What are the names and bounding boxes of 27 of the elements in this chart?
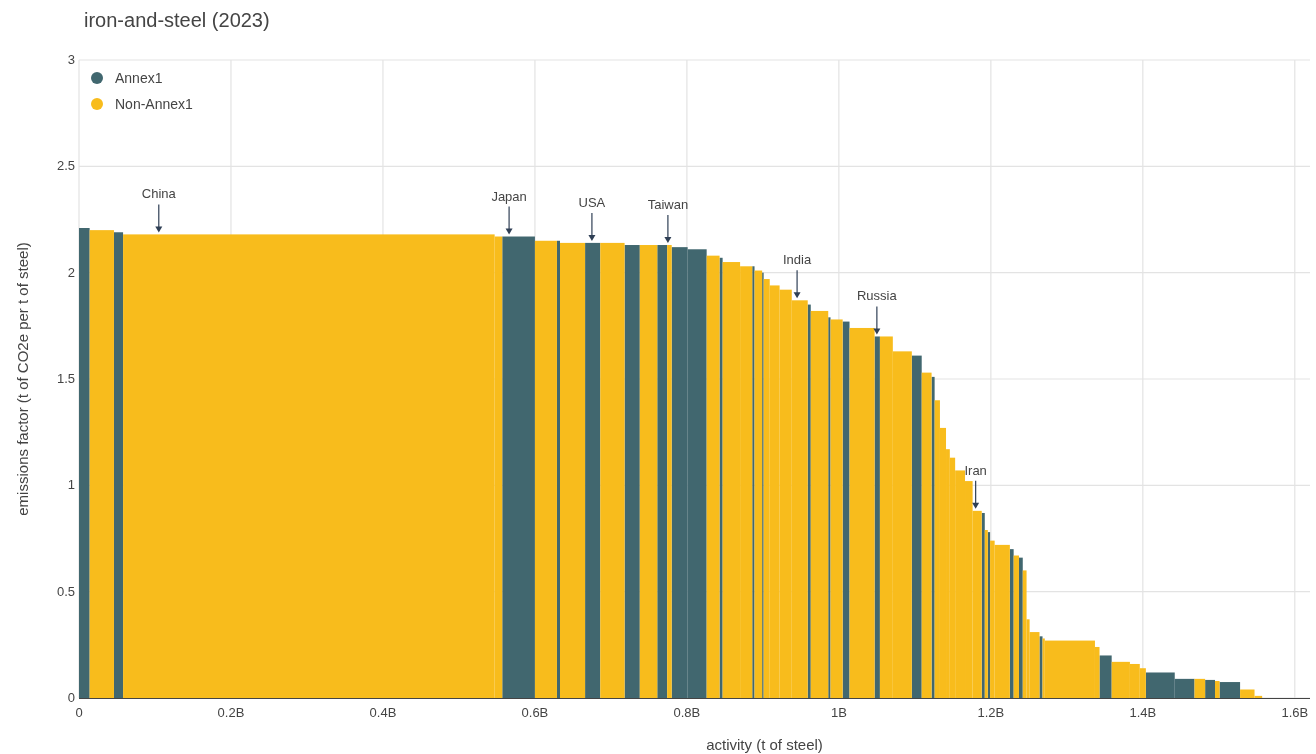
y-tick-label: 2 <box>67 264 75 280</box>
annotation: Japan <box>491 188 527 204</box>
y-axis-title: emissions factor (t of CO2e per t of steel) <box>14 242 31 516</box>
y-tick-label: 2.5 <box>56 158 75 174</box>
annotation: India <box>782 252 812 268</box>
x-tick-label: 0.6B <box>521 705 549 720</box>
annotation: USA <box>578 194 606 210</box>
annotation: Iran <box>964 462 987 478</box>
annotation: China <box>141 186 177 202</box>
x-tick-label: 0.8B <box>673 705 701 720</box>
annotation: Taiwan <box>647 197 689 213</box>
legend-label: Non-Annex1 <box>115 96 194 112</box>
x-tick-label: 1.6B <box>1281 705 1309 720</box>
y-tick-label: 0.5 <box>56 583 75 599</box>
x-tick-label: 0.2B <box>217 705 245 720</box>
x-tick-label: 1.2B <box>977 705 1005 720</box>
annotation: Russia <box>857 288 898 304</box>
x-tick-label: 1B <box>830 705 847 720</box>
y-tick-label: 1 <box>67 477 75 493</box>
x-tick-label: 1.4B <box>1129 705 1157 720</box>
y-tick-label: 3 <box>67 52 75 67</box>
y-tick-label: 1.5 <box>56 371 75 386</box>
chart-title: iron-and-steel (2023) <box>84 9 270 31</box>
x-axis-title: activity (t of steel) <box>706 736 823 753</box>
y-tick-label: 0 <box>67 690 75 705</box>
legend-label: Annex1 <box>115 70 163 86</box>
x-tick-label: 0.4B <box>369 705 397 720</box>
